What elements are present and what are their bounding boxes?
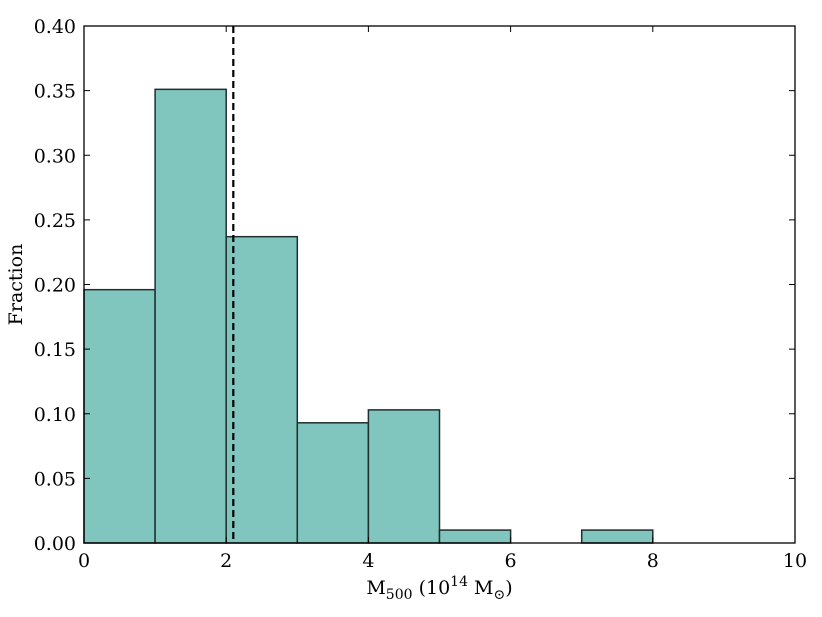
y-tick-label: 0.05 bbox=[34, 468, 76, 490]
ticks-group bbox=[83, 25, 796, 544]
x-axis-title-sun-symbol: ⊙ bbox=[494, 587, 506, 603]
x-tick-label: 10 bbox=[783, 550, 807, 572]
x-tick-label: 8 bbox=[647, 550, 659, 572]
y-tick-label: 0.30 bbox=[34, 145, 76, 167]
y-axis-title: Fraction bbox=[5, 244, 27, 326]
x-axis-title-superscript: 14 bbox=[450, 574, 468, 590]
histogram-bar bbox=[83, 288, 156, 544]
y-tick-label: 0.15 bbox=[34, 339, 76, 361]
y-tick-label: 0.25 bbox=[34, 210, 76, 232]
x-tick-label: 2 bbox=[220, 550, 232, 572]
histogram-bar bbox=[367, 409, 441, 544]
x-axis-title-unit: M bbox=[468, 577, 494, 599]
x-tick-label: 6 bbox=[505, 550, 517, 572]
y-tick-label: 0.20 bbox=[34, 275, 76, 297]
y-tick-label: 0.35 bbox=[34, 81, 76, 103]
histogram-bar bbox=[225, 235, 299, 544]
y-tick-label: 0.40 bbox=[34, 16, 76, 38]
x-axis-title-open: (10 bbox=[413, 577, 451, 599]
x-tick-label: 0 bbox=[78, 550, 90, 572]
tick-labels-group: 0 2 4 6 8 10 0.00 0.05 0.10 0.15 0.20 0.25 0.30 0.35 0… bbox=[34, 16, 807, 572]
bars-group bbox=[83, 88, 654, 544]
y-tick-label: 0.10 bbox=[34, 404, 76, 426]
histogram-bar bbox=[580, 529, 654, 544]
x-axis-title: M500 (1014 M⊙) bbox=[366, 574, 512, 603]
histogram-bar bbox=[438, 529, 512, 544]
x-axis-title-main: M bbox=[366, 577, 385, 599]
histogram-bar bbox=[296, 422, 370, 544]
x-axis-title-subscript: 500 bbox=[386, 587, 413, 603]
x-tick-label: 4 bbox=[362, 550, 374, 572]
y-tick-label: 0.00 bbox=[34, 533, 76, 555]
histogram-bar bbox=[154, 88, 227, 544]
x-axis-title-close: ) bbox=[505, 577, 512, 599]
